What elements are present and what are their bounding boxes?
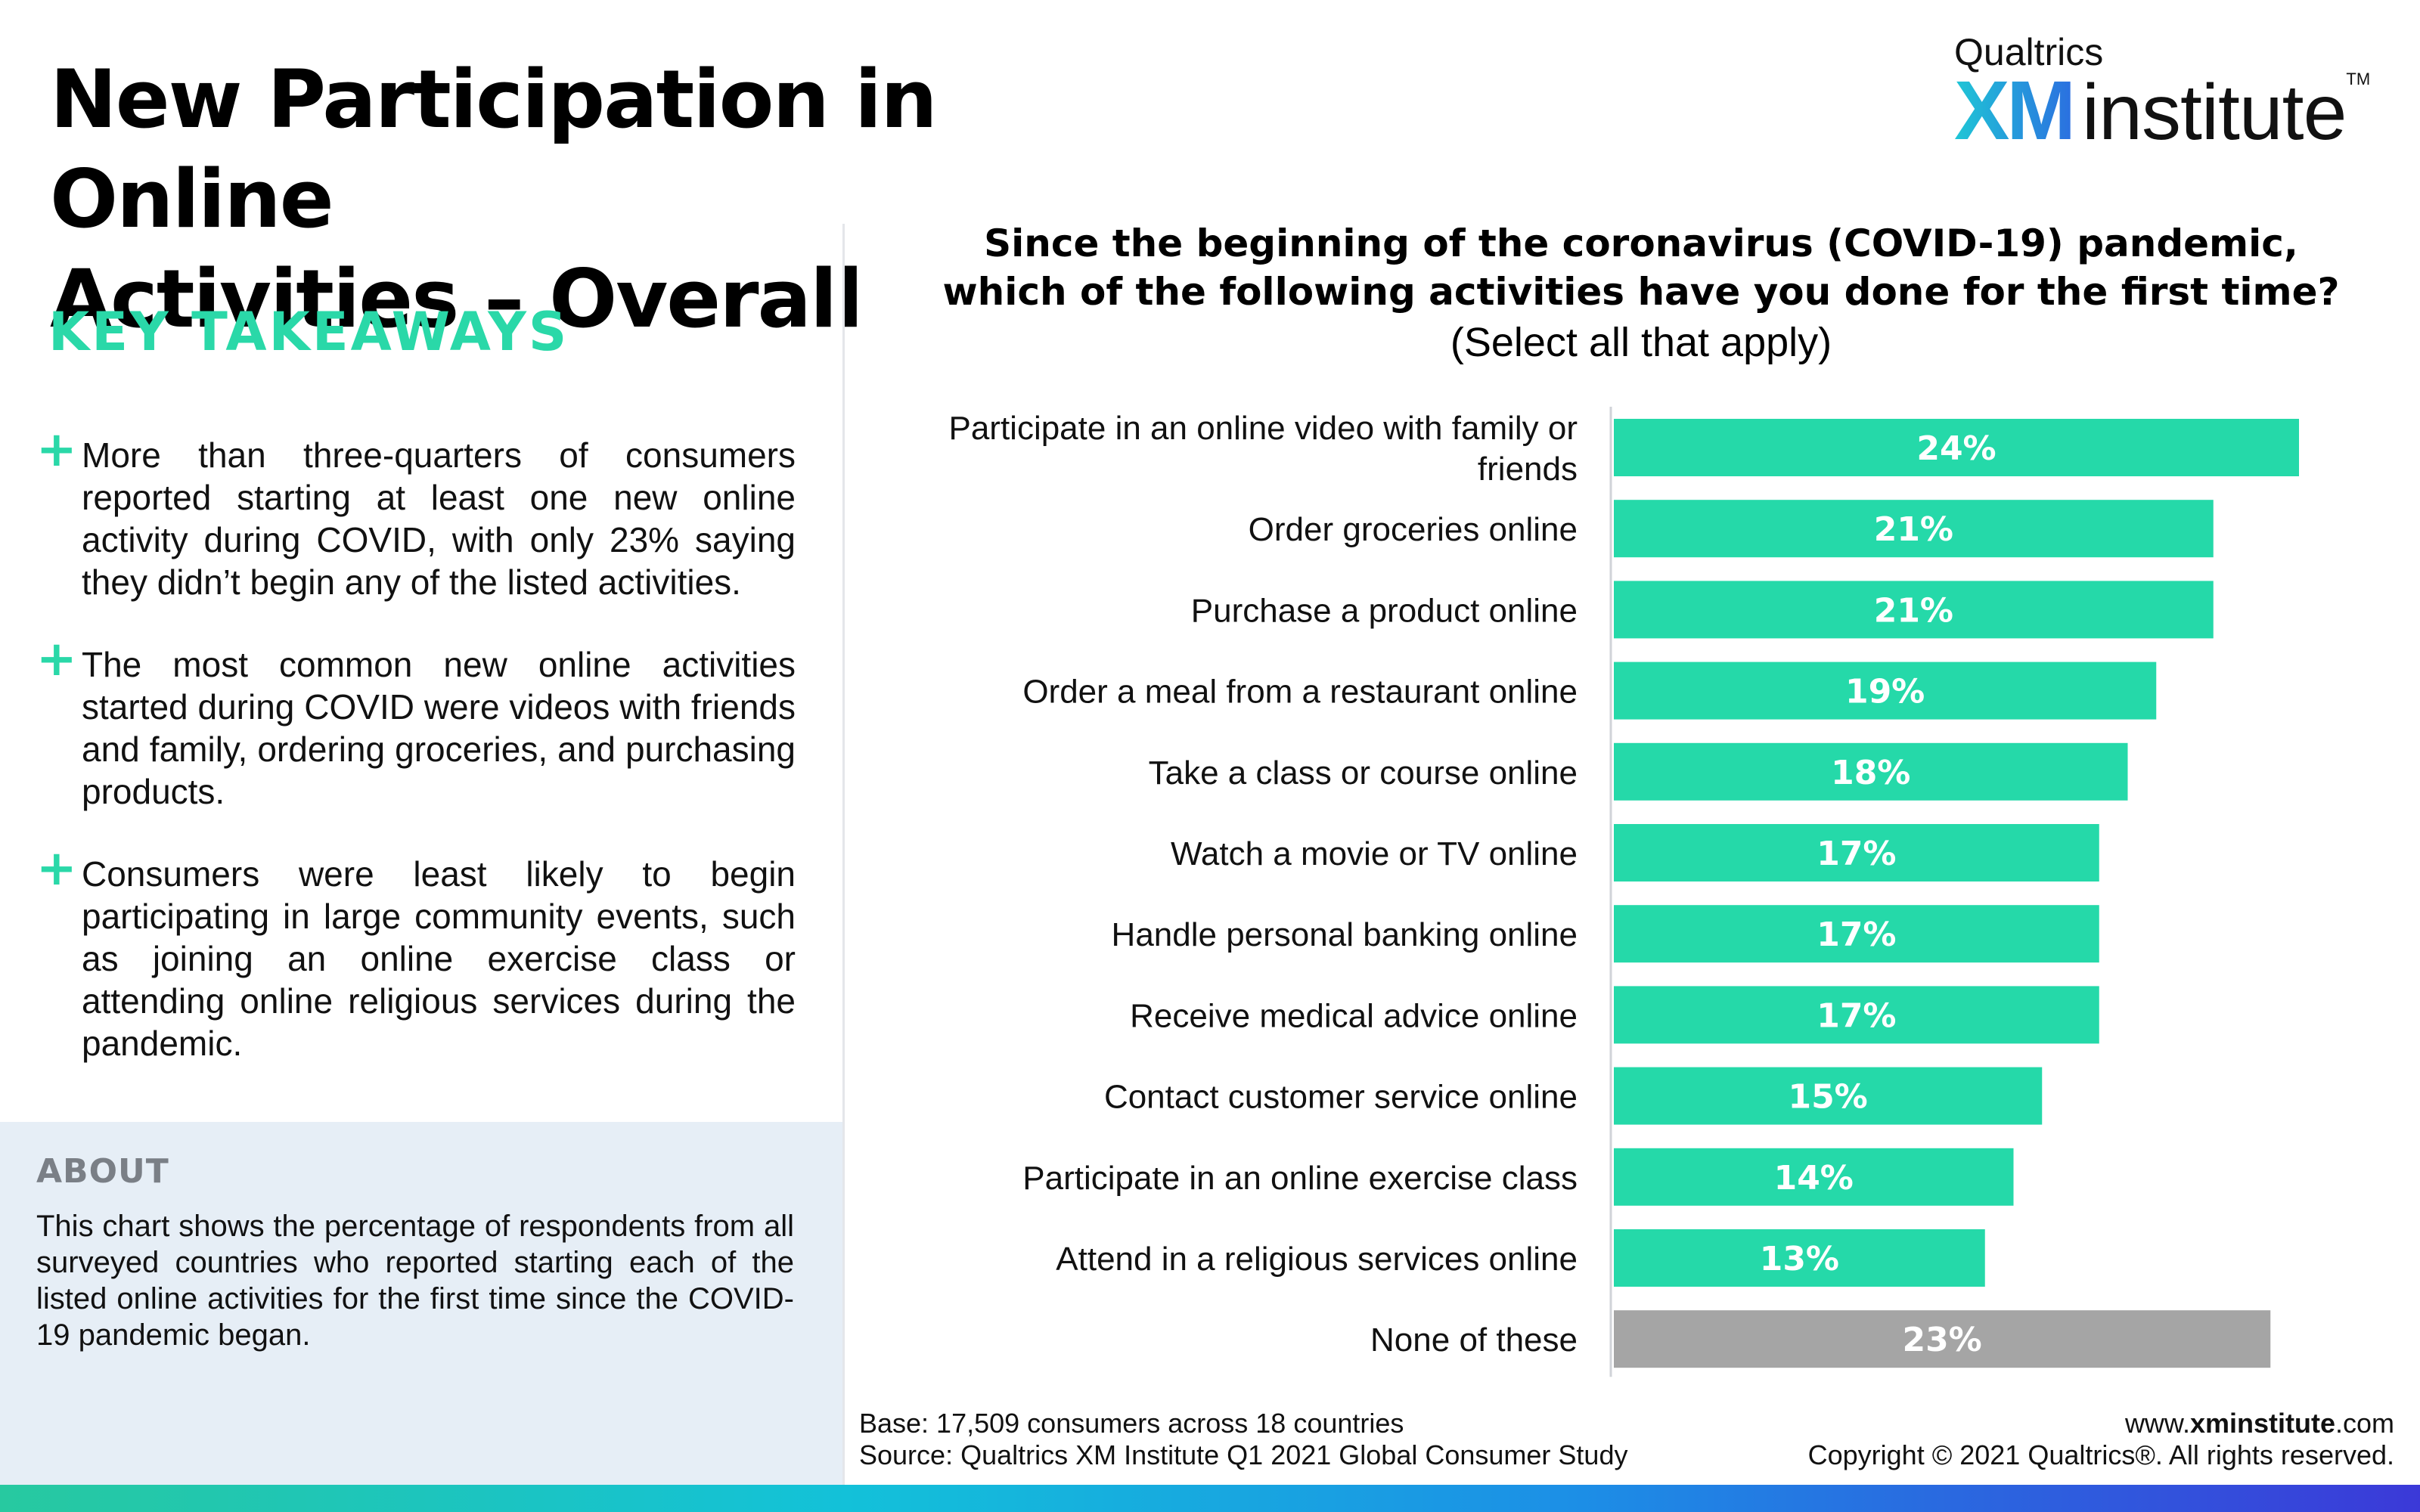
bar	[1614, 1067, 2043, 1125]
logo-institute-text: institute	[2082, 69, 2347, 156]
about-heading: ABOUT	[36, 1152, 169, 1191]
bar	[1614, 742, 2128, 801]
data-label: 21%	[1874, 510, 1953, 549]
about-text: This chart shows the percentage of respo…	[36, 1210, 794, 1352]
base-note: Base: 17,509 consumers across 18 countri…	[859, 1408, 1404, 1439]
data-label: 17%	[1817, 916, 1896, 954]
data-label: 17%	[1817, 835, 1896, 873]
data-label: 13%	[1760, 1240, 1839, 1278]
data-label: 23%	[1902, 1321, 1981, 1359]
bar	[1614, 824, 2099, 881]
footer-left: Base: 17,509 consumers across 18 countri…	[859, 1408, 1627, 1471]
category-label: None of these	[1370, 1321, 1578, 1359]
category-label: Watch a movie or TV online	[1171, 835, 1578, 872]
source-note: Source: Qualtrics XM Institute Q1 2021 G…	[859, 1439, 1628, 1470]
bottom-gradient-bar	[0, 1485, 2420, 1512]
category-label: Order groceries online	[1249, 511, 1578, 548]
category-label: Handle personal banking online	[1112, 916, 1578, 953]
key-takeaways-heading: KEY TAKEAWAYS	[48, 301, 569, 363]
takeaway-text: The most common new online activities st…	[82, 645, 796, 811]
category-label: Order a meal from a restaurant online	[1022, 674, 1578, 711]
bar	[1614, 500, 2214, 558]
vertical-divider	[842, 224, 845, 1485]
about-panel: ABOUT This chart shows the percentage of…	[0, 1122, 842, 1485]
bar	[1614, 662, 2157, 720]
takeaway-text: Consumers were least likely to begin par…	[82, 854, 796, 1063]
data-label: 14%	[1774, 1159, 1854, 1198]
bar	[1614, 1310, 2271, 1368]
data-label: 18%	[1831, 754, 1910, 792]
logo-xm-text: XM	[1954, 64, 2076, 157]
survey-question: Since the beginning of the coronavirus (…	[908, 219, 2375, 367]
data-label: 17%	[1817, 996, 1896, 1035]
question-line-1: Since the beginning of the coronavirus (…	[984, 222, 2298, 265]
bar	[1614, 581, 2214, 639]
data-label: 19%	[1845, 673, 1925, 711]
page-title: New Participation in Online Activities –…	[50, 50, 1184, 349]
category-label: Participate in an online exercise class	[1022, 1160, 1578, 1197]
category-label: Take a class or course online	[1149, 754, 1578, 792]
category-label: Receive medical advice online	[1130, 997, 1578, 1034]
data-label: 15%	[1788, 1078, 1867, 1117]
page-title-line-2: Activities – Overall	[50, 253, 864, 345]
category-label: Participate in an online video with fami…	[948, 410, 1578, 447]
question-note: (Select all that apply)	[1450, 320, 1832, 365]
logo-qualtrics-text: Qualtrics	[1954, 31, 2104, 73]
website-domain: xminstitute	[2189, 1408, 2335, 1439]
bar	[1614, 1148, 2014, 1206]
bar-chart: 24% Participate in an online video with f…	[862, 401, 2375, 1383]
website-suffix: .com	[2335, 1408, 2394, 1439]
xm-institute-logo: Qualtrics XM instituteTM	[1939, 27, 2370, 154]
bar	[1614, 905, 2099, 963]
copyright-text: Copyright © 2021 Qualtrics®. All rights …	[1807, 1439, 2394, 1470]
bar-chart-svg: 24% Participate in an online video with f…	[948, 407, 2299, 1377]
takeaway-item: + The most common new online activities …	[36, 631, 796, 813]
category-label: Purchase a product online	[1191, 592, 1578, 629]
bar	[1614, 986, 2099, 1044]
data-label: 21%	[1874, 591, 1953, 630]
category-label: Attend in a religious services online	[1056, 1241, 1578, 1278]
question-line-2: which of the following activities have y…	[942, 270, 2340, 314]
takeaway-text: More than three-quarters of consumers re…	[82, 435, 796, 602]
bar	[1614, 1229, 1985, 1287]
takeaway-item: + More than three-quarters of consumers …	[36, 422, 796, 603]
website-link[interactable]: www.xminstitute.com	[1808, 1408, 2394, 1439]
category-label: friends	[1478, 451, 1578, 488]
page-title-line-1: New Participation in Online	[50, 53, 938, 246]
plus-icon: +	[36, 841, 77, 897]
website-prefix: www.	[2124, 1408, 2190, 1439]
logo-wordmark: XM instituteTM	[1954, 69, 2371, 156]
logo-trademark: TM	[2346, 70, 2371, 88]
plus-icon: +	[36, 631, 77, 687]
bar	[1614, 419, 2299, 476]
data-label: 24%	[1916, 429, 1996, 468]
category-label: Contact customer service online	[1104, 1079, 1578, 1116]
footer-right: www.xminstitute.com Copyright © 2021 Qua…	[1808, 1408, 2394, 1471]
takeaway-item: + Consumers were least likely to begin p…	[36, 841, 796, 1064]
plus-icon: +	[36, 422, 77, 478]
